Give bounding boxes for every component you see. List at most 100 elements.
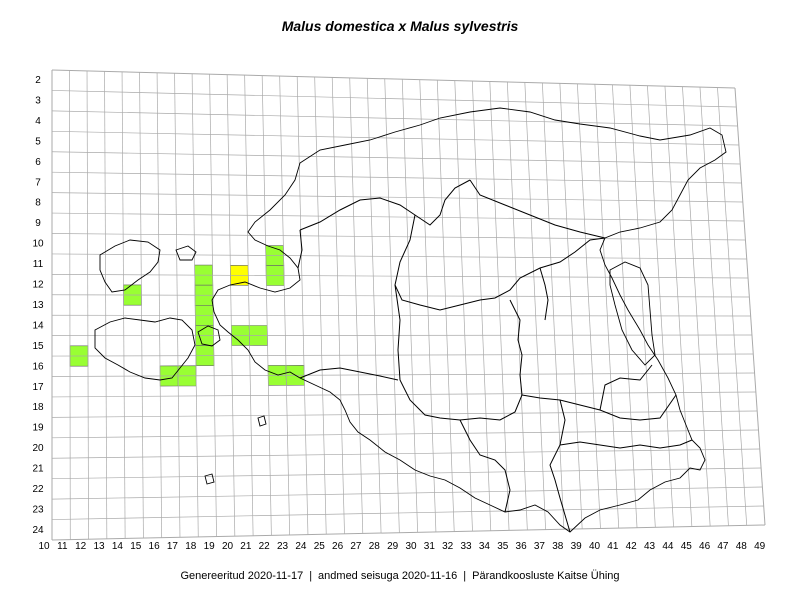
grid-line bbox=[51, 110, 738, 127]
grid-line bbox=[629, 85, 656, 528]
column-label: 40 bbox=[589, 541, 601, 552]
row-label: 5 bbox=[35, 136, 41, 147]
column-label: 36 bbox=[516, 541, 528, 552]
grid-line bbox=[51, 372, 755, 377]
grid-line bbox=[261, 75, 272, 536]
grid-lines bbox=[51, 69, 766, 541]
column-label: 39 bbox=[571, 541, 583, 552]
column-label: 14 bbox=[112, 541, 124, 552]
county-border bbox=[559, 439, 693, 449]
grid-line bbox=[506, 81, 528, 531]
grid-line bbox=[594, 84, 620, 529]
grid-line bbox=[226, 74, 236, 537]
row-label: 18 bbox=[32, 402, 44, 413]
grid-line bbox=[51, 391, 756, 398]
column-label: 10 bbox=[38, 541, 50, 552]
grid-line bbox=[69, 70, 71, 540]
grid-line bbox=[51, 467, 762, 480]
grid-line bbox=[51, 505, 764, 520]
row-label: 13 bbox=[32, 300, 44, 311]
row-label: 8 bbox=[35, 198, 41, 209]
country-outline bbox=[94, 107, 727, 533]
column-label: 25 bbox=[314, 541, 326, 552]
row-label: 22 bbox=[32, 484, 44, 495]
column-label: 46 bbox=[699, 541, 711, 552]
grid-line bbox=[51, 353, 754, 357]
column-label: 15 bbox=[130, 541, 142, 552]
column-label: 43 bbox=[644, 541, 656, 552]
grid-line bbox=[559, 83, 583, 529]
grid-line bbox=[51, 69, 736, 89]
column-label: 47 bbox=[717, 541, 729, 552]
grid-line bbox=[156, 72, 163, 538]
grid-line bbox=[244, 75, 254, 536]
column-label: 45 bbox=[681, 541, 693, 552]
row-label: 14 bbox=[32, 320, 44, 331]
grid-line bbox=[104, 71, 108, 539]
grid-line bbox=[664, 86, 693, 527]
column-label: 11 bbox=[57, 541, 68, 552]
map-title: Malus domestica x Malus sylvestris bbox=[281, 18, 519, 34]
county-border bbox=[394, 214, 606, 311]
row-label: 2 bbox=[35, 75, 41, 86]
grid-line bbox=[489, 81, 510, 531]
column-labels: 10 11 12 13 14 15 16 17 18 19 20 21 22 23 24 25 26 27 28 29… bbox=[38, 541, 765, 552]
county-border bbox=[297, 229, 303, 269]
column-label: 22 bbox=[259, 541, 271, 552]
grid-line bbox=[51, 212, 745, 222]
column-label: 34 bbox=[479, 541, 491, 552]
grid-line bbox=[682, 86, 711, 527]
row-label: 9 bbox=[35, 218, 41, 229]
grid-line bbox=[401, 79, 418, 533]
column-label: 33 bbox=[460, 541, 472, 552]
row-label: 4 bbox=[35, 116, 41, 127]
grid-line bbox=[51, 448, 760, 459]
grid-line bbox=[647, 85, 674, 527]
row-label: 7 bbox=[35, 177, 41, 188]
grid-line bbox=[612, 84, 638, 528]
county-border bbox=[299, 179, 471, 231]
row-label: 16 bbox=[32, 361, 44, 372]
footer: Genereeritud 2020-11-17 | andmed seisuga 2… bbox=[180, 570, 620, 582]
lake-peipus bbox=[609, 261, 656, 366]
column-label: 16 bbox=[149, 541, 161, 552]
footer-generated: Genereeritud 2020-11-17 bbox=[180, 570, 304, 582]
grid-line bbox=[51, 90, 737, 108]
column-label: 32 bbox=[442, 541, 454, 552]
column-label: 42 bbox=[626, 541, 638, 552]
vormsi-island bbox=[175, 245, 197, 261]
grid-line bbox=[699, 87, 729, 526]
grid-line bbox=[51, 130, 739, 146]
grid-line bbox=[51, 410, 758, 418]
column-label: 28 bbox=[369, 541, 381, 552]
column-label: 27 bbox=[350, 541, 362, 552]
row-label: 3 bbox=[35, 95, 41, 106]
grid-line bbox=[51, 314, 751, 317]
row-label: 11 bbox=[33, 259, 44, 270]
grid-line bbox=[419, 79, 437, 532]
grid-line bbox=[51, 524, 766, 541]
footer-data-state: andmed seisuga 2020-11-16 bbox=[318, 570, 458, 582]
grid-line bbox=[51, 273, 749, 279]
ruhnu-island bbox=[204, 473, 215, 485]
grid-line bbox=[51, 171, 742, 184]
column-label: 12 bbox=[75, 541, 87, 552]
row-label: 24 bbox=[32, 525, 44, 536]
column-label: 21 bbox=[240, 541, 252, 552]
county-border bbox=[394, 284, 523, 421]
row-label: 21 bbox=[32, 464, 44, 475]
grid-line bbox=[454, 80, 473, 532]
row-label: 10 bbox=[32, 239, 44, 250]
column-label: 37 bbox=[534, 541, 546, 552]
grid-line bbox=[51, 151, 741, 165]
grid-line bbox=[279, 75, 291, 536]
column-label: 41 bbox=[607, 541, 619, 552]
column-label: 38 bbox=[552, 541, 564, 552]
column-label: 44 bbox=[662, 541, 674, 552]
grid-line bbox=[542, 82, 565, 530]
grid-line bbox=[384, 78, 400, 533]
grid-line bbox=[51, 253, 747, 260]
hiiumaa-island bbox=[99, 239, 161, 293]
row-label: 6 bbox=[35, 157, 41, 168]
